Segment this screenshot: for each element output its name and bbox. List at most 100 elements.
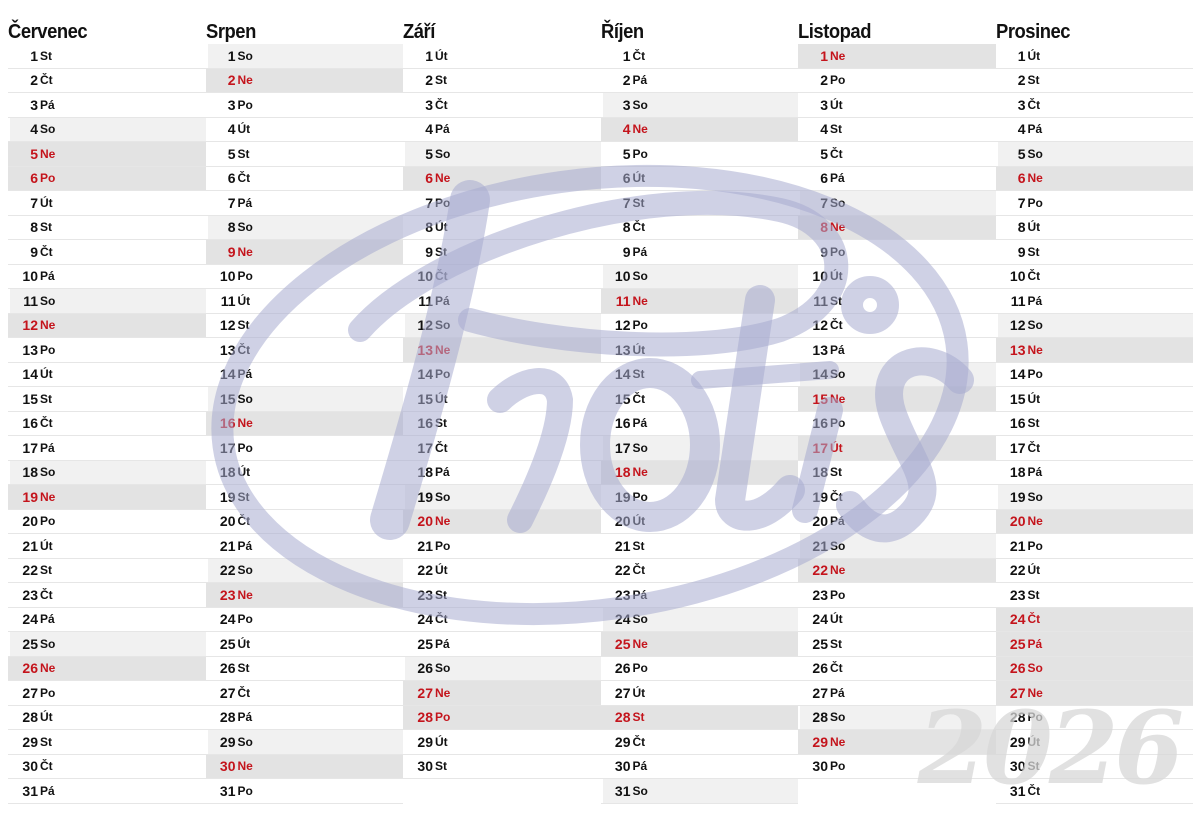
weekday-label: Út xyxy=(830,440,843,455)
day-row: 14 Út xyxy=(8,363,206,387)
day-number: 3 xyxy=(820,96,828,113)
day-row: 8 Ne xyxy=(798,215,996,240)
day-number: 1 xyxy=(425,47,433,64)
day-number: 27 xyxy=(1009,684,1026,701)
day-number: 9 xyxy=(622,243,631,260)
day-number: 21 xyxy=(812,537,828,554)
day-row: 19 Po xyxy=(600,485,798,510)
weekday-label: Po xyxy=(632,489,648,504)
day-row: 29 Út xyxy=(995,730,1193,755)
day-row: 17 So xyxy=(600,436,798,461)
weekday-label: St xyxy=(237,146,250,161)
day-number: 20 xyxy=(614,513,631,530)
weekday-label: St xyxy=(1027,416,1040,431)
day-number: 24 xyxy=(1009,611,1026,628)
day-row: 28 Po xyxy=(995,706,1193,730)
day-number: 4 xyxy=(622,121,631,138)
day-number: 9 xyxy=(227,243,236,260)
day-number: 3 xyxy=(227,96,236,113)
day-number: 20 xyxy=(22,513,38,530)
weekday-label: Pá xyxy=(237,195,253,210)
weekday-label: Po xyxy=(632,661,648,676)
weekday-label: Pá xyxy=(435,636,450,651)
day-number: 1 xyxy=(30,47,38,64)
day-number: 22 xyxy=(22,562,38,579)
day-number: 21 xyxy=(1009,537,1026,554)
day-number: 15 xyxy=(417,390,433,407)
day-number: 6 xyxy=(425,170,433,187)
day-row: 2 St xyxy=(403,69,601,93)
weekday-label: Út xyxy=(632,514,646,529)
day-row: 10 So xyxy=(600,264,798,289)
day-row: 21 Po xyxy=(403,534,601,559)
day-row: 25 Út xyxy=(205,632,403,657)
day-number: 4 xyxy=(30,121,38,138)
day-row: 12 St xyxy=(205,314,403,338)
weekday-label: St xyxy=(1027,759,1040,774)
day-row: 16 Po xyxy=(798,412,996,436)
day-number: 31 xyxy=(1009,782,1026,799)
day-number: 24 xyxy=(417,611,433,628)
day-number: 4 xyxy=(425,121,433,138)
day-row: 4 St xyxy=(798,118,996,142)
day-row: 27 Čt xyxy=(205,681,403,706)
weekday-label: Pá xyxy=(632,759,648,774)
weekday-label: Ne xyxy=(237,244,253,259)
weekday-label: So xyxy=(632,783,648,798)
month-title: Prosinec xyxy=(995,21,1071,43)
day-row: 7 Po xyxy=(995,191,1193,216)
day-number: 10 xyxy=(219,268,236,285)
day-number: 22 xyxy=(1009,562,1026,579)
day-row: 1 St xyxy=(8,44,206,69)
day-number: 21 xyxy=(417,537,433,554)
weekday-label: Ne xyxy=(237,587,253,602)
day-number: 6 xyxy=(1017,170,1026,187)
day-row: 21 St xyxy=(600,534,798,559)
weekday-label: Pá xyxy=(40,783,55,798)
day-row: 5 So xyxy=(995,142,1193,167)
weekday-label: Po xyxy=(237,97,253,112)
day-row: 12 Čt xyxy=(798,314,996,338)
day-number: 11 xyxy=(220,292,236,309)
day-row: 26 So xyxy=(995,656,1193,681)
day-number: 9 xyxy=(1017,243,1026,260)
day-number: 13 xyxy=(22,341,38,358)
weekday-label: So xyxy=(237,220,253,235)
weekday-label: Po xyxy=(830,244,846,259)
weekday-label: Pá xyxy=(830,514,845,529)
day-number: 1 xyxy=(820,47,828,64)
day-row: 27 Ne xyxy=(403,681,601,706)
day-row: 10 Út xyxy=(798,265,996,289)
day-number: 29 xyxy=(812,733,828,750)
weekday-label: St xyxy=(632,367,645,382)
weekday-label: So xyxy=(632,269,648,284)
weekday-label: Čt xyxy=(632,391,646,406)
day-row: 3 So xyxy=(600,93,798,118)
weekday-label: St xyxy=(40,48,52,63)
day-row: 10 Čt xyxy=(403,265,601,289)
day-row: 23 St xyxy=(403,583,601,608)
weekday-label: So xyxy=(1027,489,1043,504)
weekday-label: Po xyxy=(40,685,56,700)
weekday-label: Út xyxy=(1027,391,1041,406)
day-row: 6 Út xyxy=(600,167,798,191)
day-row: 8 Čt xyxy=(600,216,798,240)
weekday-label: Ne xyxy=(237,759,253,774)
weekday-label: Čt xyxy=(40,416,53,431)
weekday-label: Út xyxy=(632,171,646,186)
day-number: 16 xyxy=(22,415,38,432)
day-row: 5 Ne xyxy=(8,142,206,167)
day-number: 17 xyxy=(22,439,38,456)
day-row: 20 Čt xyxy=(205,510,403,534)
day-row: 20 Ne xyxy=(403,509,601,534)
weekday-label: Út xyxy=(632,342,646,357)
day-number: 29 xyxy=(417,733,433,750)
day-number: 11 xyxy=(1010,292,1026,309)
day-row: 13 Čt xyxy=(205,338,403,363)
day-row: 22 Út xyxy=(403,559,601,583)
day-number: 27 xyxy=(417,684,433,701)
weekday-label: Čt xyxy=(830,146,843,161)
day-row: 24 Pá xyxy=(8,608,206,632)
day-number: 3 xyxy=(30,96,38,113)
weekday-label: St xyxy=(830,465,842,480)
